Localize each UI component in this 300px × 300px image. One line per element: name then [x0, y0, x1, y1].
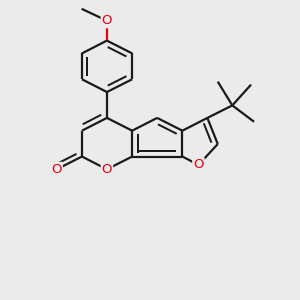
Text: O: O [193, 158, 204, 171]
Text: O: O [102, 14, 112, 27]
Text: O: O [51, 163, 62, 176]
Text: O: O [102, 163, 112, 176]
